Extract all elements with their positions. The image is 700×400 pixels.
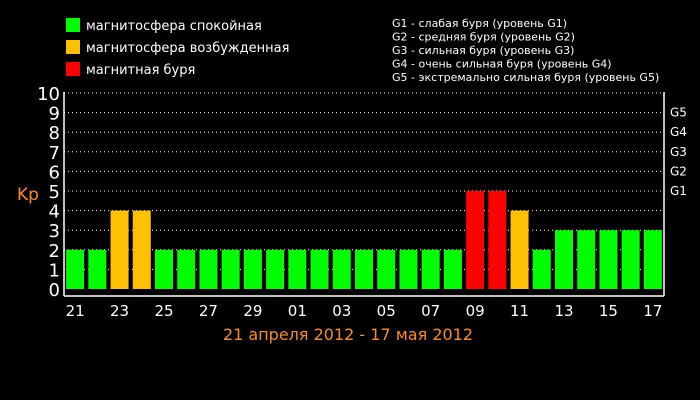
kp-bar: [466, 191, 485, 289]
y-tick-label: 10: [37, 84, 60, 105]
y-tick-label: 8: [49, 123, 60, 144]
y-axis-label: Kp: [17, 185, 39, 205]
date-range-caption: 21 апреля 2012 - 17 мая 2012: [223, 325, 473, 344]
x-tick-label: 17: [643, 302, 662, 320]
x-tick-label: 23: [110, 302, 129, 320]
g-level-legend-item: G2 - средняя буря (уровень G2): [392, 31, 575, 44]
kp-bar: [266, 249, 285, 289]
kp-bar: [332, 249, 351, 289]
x-tick-label: 25: [154, 302, 173, 320]
g-tick-label: G1: [670, 184, 687, 198]
chart-bars: [66, 191, 662, 289]
kp-bar: [377, 249, 396, 289]
kp-bar: [510, 210, 529, 289]
y-tick-label: 7: [49, 143, 60, 164]
g-level-legend-item: G5 - экстремально сильная буря (уровень …: [392, 71, 659, 84]
kp-bar: [421, 249, 440, 289]
kp-bar: [443, 249, 462, 289]
kp-bar: [243, 249, 262, 289]
kp-bar: [288, 249, 307, 289]
kp-bar: [577, 230, 596, 289]
x-tick-label: 29: [243, 302, 262, 320]
x-tick-label: 01: [288, 302, 307, 320]
x-tick-label: 03: [332, 302, 351, 320]
y-tick-label: 2: [49, 241, 60, 262]
kp-bar: [221, 249, 240, 289]
x-ticks: 21 23 25 27 29 01 03 05 07 09 11 13 15 17: [66, 302, 663, 320]
g-tick-label: G5: [670, 106, 687, 120]
legend-label: магнитосфера спокойная: [86, 19, 262, 34]
legend-swatch: [66, 62, 80, 76]
legend-label: магнитосфера возбужденная: [86, 41, 289, 56]
g-tick-label: G4: [670, 125, 687, 139]
x-tick-label: 13: [554, 302, 573, 320]
x-tick-label: 21: [66, 302, 85, 320]
y-tick-label: 4: [49, 202, 60, 223]
g-tick-label: G3: [670, 145, 687, 159]
chart-axes: [63, 92, 665, 297]
x-tick-label: 11: [510, 302, 529, 320]
x-tick-label: 07: [421, 302, 440, 320]
g-level-legend-item: G4 - очень сильная буря (уровень G4): [392, 58, 612, 71]
kp-bar: [355, 249, 373, 289]
kp-bar: [88, 249, 107, 289]
kp-bar: [555, 230, 573, 289]
chart-grid: [64, 92, 664, 270]
kp-bar: [132, 210, 151, 289]
kp-bar: [310, 249, 329, 289]
y-tick-label: 6: [49, 162, 60, 183]
g-level-legend: G1 - слабая буря (уровень G1)G2 - средня…: [392, 17, 659, 84]
g-level-legend-item: G1 - слабая буря (уровень G1): [392, 17, 567, 30]
kp-bar: [621, 230, 640, 289]
x-tick-label: 15: [599, 302, 618, 320]
g-tick-label: G2: [670, 164, 687, 178]
g-ticks: G1 G2 G3 G4 G5: [670, 106, 687, 198]
kp-bar: [199, 249, 218, 289]
x-tick-label: 09: [466, 302, 485, 320]
x-tick-label: 05: [377, 302, 396, 320]
x-tick-label: 27: [199, 302, 218, 320]
y-tick-label: 1: [49, 260, 60, 281]
y-tick-label: 0: [49, 280, 60, 301]
g-level-legend-item: G3 - сильная буря (уровень G3): [392, 44, 574, 57]
kp-bar: [599, 230, 618, 289]
kp-bar: [155, 249, 173, 289]
kp-bar: [110, 210, 129, 289]
legend-swatch: [66, 40, 80, 54]
legend-label: магнитная буря: [86, 63, 195, 78]
kp-bar: [532, 249, 551, 289]
y-tick-label: 5: [49, 182, 60, 203]
y-tick-label: 9: [49, 104, 60, 125]
y-tick-label: 3: [49, 221, 60, 242]
kp-bar: [488, 191, 507, 289]
kp-bar: [177, 249, 196, 289]
legend: магнитосфера спокойная магнитосфера возбу…: [66, 18, 289, 78]
legend-swatch: [66, 18, 80, 32]
kp-bar: [643, 230, 662, 289]
kp-bar: [66, 249, 85, 289]
kp-bar: [399, 249, 418, 289]
